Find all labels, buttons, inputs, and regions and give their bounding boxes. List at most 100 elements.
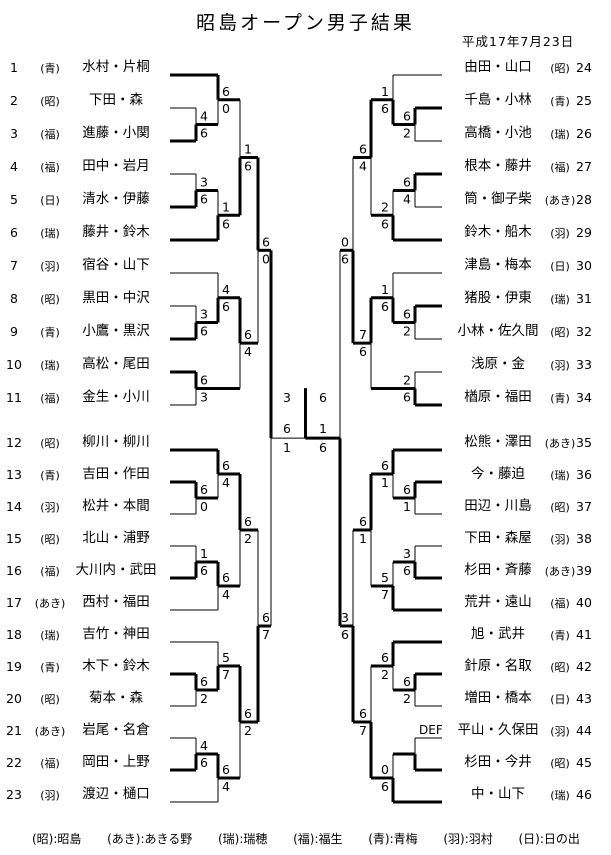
match-score-top: 1: [222, 199, 230, 214]
match-score-bottom: 2: [244, 531, 252, 546]
entry-team-name: 岩尾・名倉: [82, 722, 150, 738]
entry-seed: 15: [6, 531, 22, 546]
match-score-top: 6: [359, 142, 367, 157]
entry-team-name: 菊本・森: [89, 690, 143, 706]
match-score-bottom: 0: [200, 499, 208, 514]
match-score-bottom: 6: [381, 216, 389, 231]
match-score-top: 6: [200, 482, 208, 497]
match-score-bottom: 6: [319, 440, 327, 455]
entry-team-name: 由田・山口: [464, 59, 532, 75]
entry-team-name: 針原・名取: [464, 658, 532, 674]
match-score-bottom: 6: [381, 101, 389, 116]
entry-seed: 3: [10, 126, 18, 141]
entry-seed: 29: [576, 225, 592, 240]
entry-seed: 11: [6, 390, 22, 405]
entry-affiliation: (羽): [550, 359, 570, 372]
entry-seed: 37: [576, 499, 592, 514]
entry-team-name: 高橋・小池: [464, 124, 532, 141]
match-score-top: 6: [222, 762, 230, 777]
match-score-top: 3: [341, 610, 349, 625]
match-score-top: 6: [244, 706, 252, 721]
match-score-bottom: 0: [262, 251, 270, 266]
entry-team-name: 金生・小川: [82, 389, 150, 405]
match-score-bottom: 1: [283, 440, 291, 455]
entry-affiliation: (日): [550, 260, 570, 273]
match-score-top: 3: [200, 307, 208, 322]
entry-seed: 10: [6, 357, 22, 372]
match-score-top: 6: [403, 109, 411, 124]
entry-seed: 33: [576, 357, 592, 372]
entry-affiliation: (羽): [550, 533, 570, 546]
match-score-top: 1: [381, 282, 389, 297]
entry-seed: 8: [10, 291, 18, 306]
entry-team-name: 小林・佐久間: [458, 323, 539, 339]
match-score-bottom: 7: [262, 627, 270, 642]
entry-seed: 7: [10, 258, 18, 273]
entry-team-name: 渡辺・樋口: [82, 786, 150, 802]
match-score-top: 3: [403, 546, 411, 561]
match-score-top: 6: [244, 514, 252, 529]
match-score-bottom: 6: [381, 299, 389, 314]
match-score-top: 6: [222, 458, 230, 473]
match-score-bottom: 4: [403, 192, 411, 207]
entry-seed: 23: [6, 787, 22, 802]
entry-seed: 21: [6, 723, 22, 738]
match-score-bottom: 6: [403, 563, 411, 578]
match-score-bottom: 2: [403, 691, 411, 706]
entry-team-name: 西村・福田: [82, 594, 150, 610]
entry-seed: 46: [576, 787, 592, 802]
match-score-top: 4: [200, 738, 208, 753]
match-score-top: 6: [222, 84, 230, 99]
entry-affiliation: (青): [40, 661, 60, 674]
entry-team-name: 進藤・小関: [82, 125, 150, 141]
match-score-top: 0: [341, 234, 349, 249]
match-score-bottom: 1: [381, 475, 389, 490]
entry-seed: 32: [576, 324, 592, 339]
match-score-top: 6: [283, 421, 291, 436]
entry-seed: 36: [576, 467, 592, 482]
entry-seed: 43: [576, 691, 592, 706]
entry-seed: 5: [10, 192, 18, 207]
match-score-bottom: 6: [244, 159, 252, 174]
match-score-bottom: 4: [222, 779, 230, 794]
entry-team-name: 浅原・金: [471, 356, 525, 372]
entry-seed: 4: [10, 159, 18, 174]
match-score-def: DEF: [419, 723, 443, 737]
entry-team-name: 荒井・遠山: [464, 594, 532, 610]
entry-seed: 34: [576, 390, 592, 405]
entry-seed: 30: [576, 258, 592, 273]
entry-affiliation: (福): [550, 160, 570, 174]
entry-seed: 14: [6, 499, 22, 514]
entry-seed: 42: [576, 659, 592, 674]
entry-affiliation: (青): [40, 326, 60, 339]
entry-affiliation: (福): [40, 391, 60, 405]
match-score-bottom: 6: [200, 755, 208, 770]
entry-team-name: 田辺・川島: [464, 498, 532, 514]
match-score-bottom: 6: [200, 324, 208, 339]
match-score-bottom: 6: [403, 390, 411, 405]
match-score-bottom: 1: [359, 531, 367, 546]
match-score-top: 6: [381, 458, 389, 473]
match-score-top: 6: [200, 674, 208, 689]
match-score-bottom: 7: [381, 587, 389, 602]
affiliation-legend: (昭):昭島 (あき):あきる野 (瑞):瑞穂 (福):福生 (青):青梅 (羽…: [32, 830, 580, 847]
match-score-top: 1: [319, 421, 327, 436]
entry-affiliation: (昭): [40, 437, 60, 450]
match-score-top: 6: [200, 373, 208, 388]
entry-affiliation: (瑞): [550, 127, 570, 141]
entry-affiliation: (瑞): [550, 468, 570, 482]
entry-affiliation: (あき): [545, 565, 576, 578]
match-score-top: 6: [403, 175, 411, 190]
entry-team-name: 津島・梅本: [464, 257, 532, 273]
match-score-top: 6: [359, 706, 367, 721]
legend-item: (青):青梅: [368, 832, 418, 846]
legend-item: (あき):あきる野: [107, 832, 193, 846]
entry-team-name: 清水・伊藤: [82, 191, 150, 207]
entry-seed: 18: [6, 627, 22, 642]
match-score-bottom: 6: [222, 299, 230, 314]
entry-affiliation: (福): [40, 127, 60, 141]
page-title: 昭島オープン男子結果: [196, 12, 415, 34]
entry-seed: 28: [576, 192, 592, 207]
entry-affiliation: (あき): [35, 597, 66, 610]
match-score-top: 1: [200, 546, 208, 561]
